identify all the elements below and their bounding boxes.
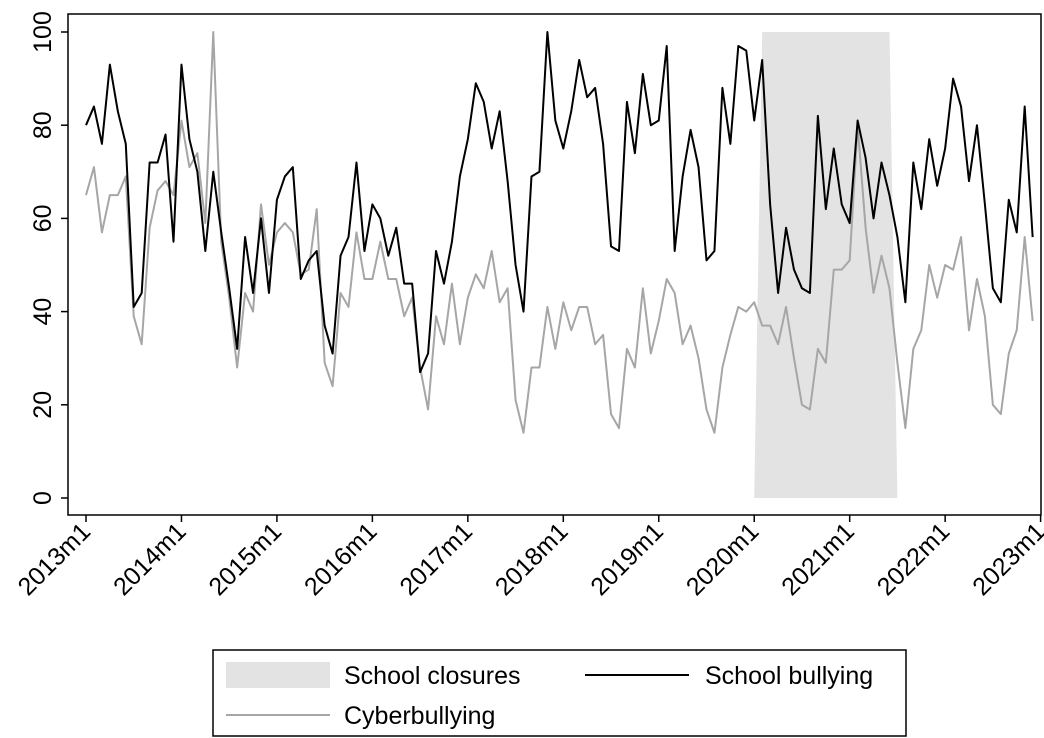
x-tick-label: 2014m1 — [108, 517, 192, 601]
cyberbullying-line — [85, 31, 1034, 434]
x-tick-label: 2018m1 — [490, 517, 574, 601]
legend-label-school-bullying: School bullying — [705, 662, 873, 690]
y-tick-label: 80 — [29, 111, 57, 139]
x-tick-label: 2016m1 — [299, 517, 383, 601]
legend: School closures School bullying Cyberbully… — [212, 649, 907, 737]
legend-label-school-closures: School closures — [344, 662, 520, 690]
y-tick-label: 0 — [29, 491, 57, 505]
x-tick-label: 2020m1 — [681, 517, 765, 601]
y-tick-label: 40 — [29, 298, 57, 326]
y-tick-label: 20 — [29, 391, 57, 419]
x-tick-label: 2015m1 — [203, 517, 287, 601]
x-tick-label: 2019m1 — [585, 517, 669, 601]
x-tick-label: 2021m1 — [776, 517, 860, 601]
shaded-region-layer — [754, 32, 898, 498]
legend-label-cyberbullying: Cyberbullying — [344, 702, 495, 730]
x-tick-label: 2023m1 — [967, 517, 1044, 601]
school-bullying-line — [85, 31, 1034, 374]
plot-frame — [67, 13, 1042, 516]
school-closures-area — [754, 32, 898, 498]
series-layer — [85, 31, 1034, 434]
x-tick-label: 2013m1 — [13, 517, 97, 601]
y-tick-label: 100 — [29, 11, 57, 53]
legend-key-school-closures — [226, 662, 330, 688]
y-tick-label: 60 — [29, 204, 57, 232]
x-tick-label: 2017m1 — [394, 517, 478, 601]
x-tick-label: 2022m1 — [872, 517, 956, 601]
